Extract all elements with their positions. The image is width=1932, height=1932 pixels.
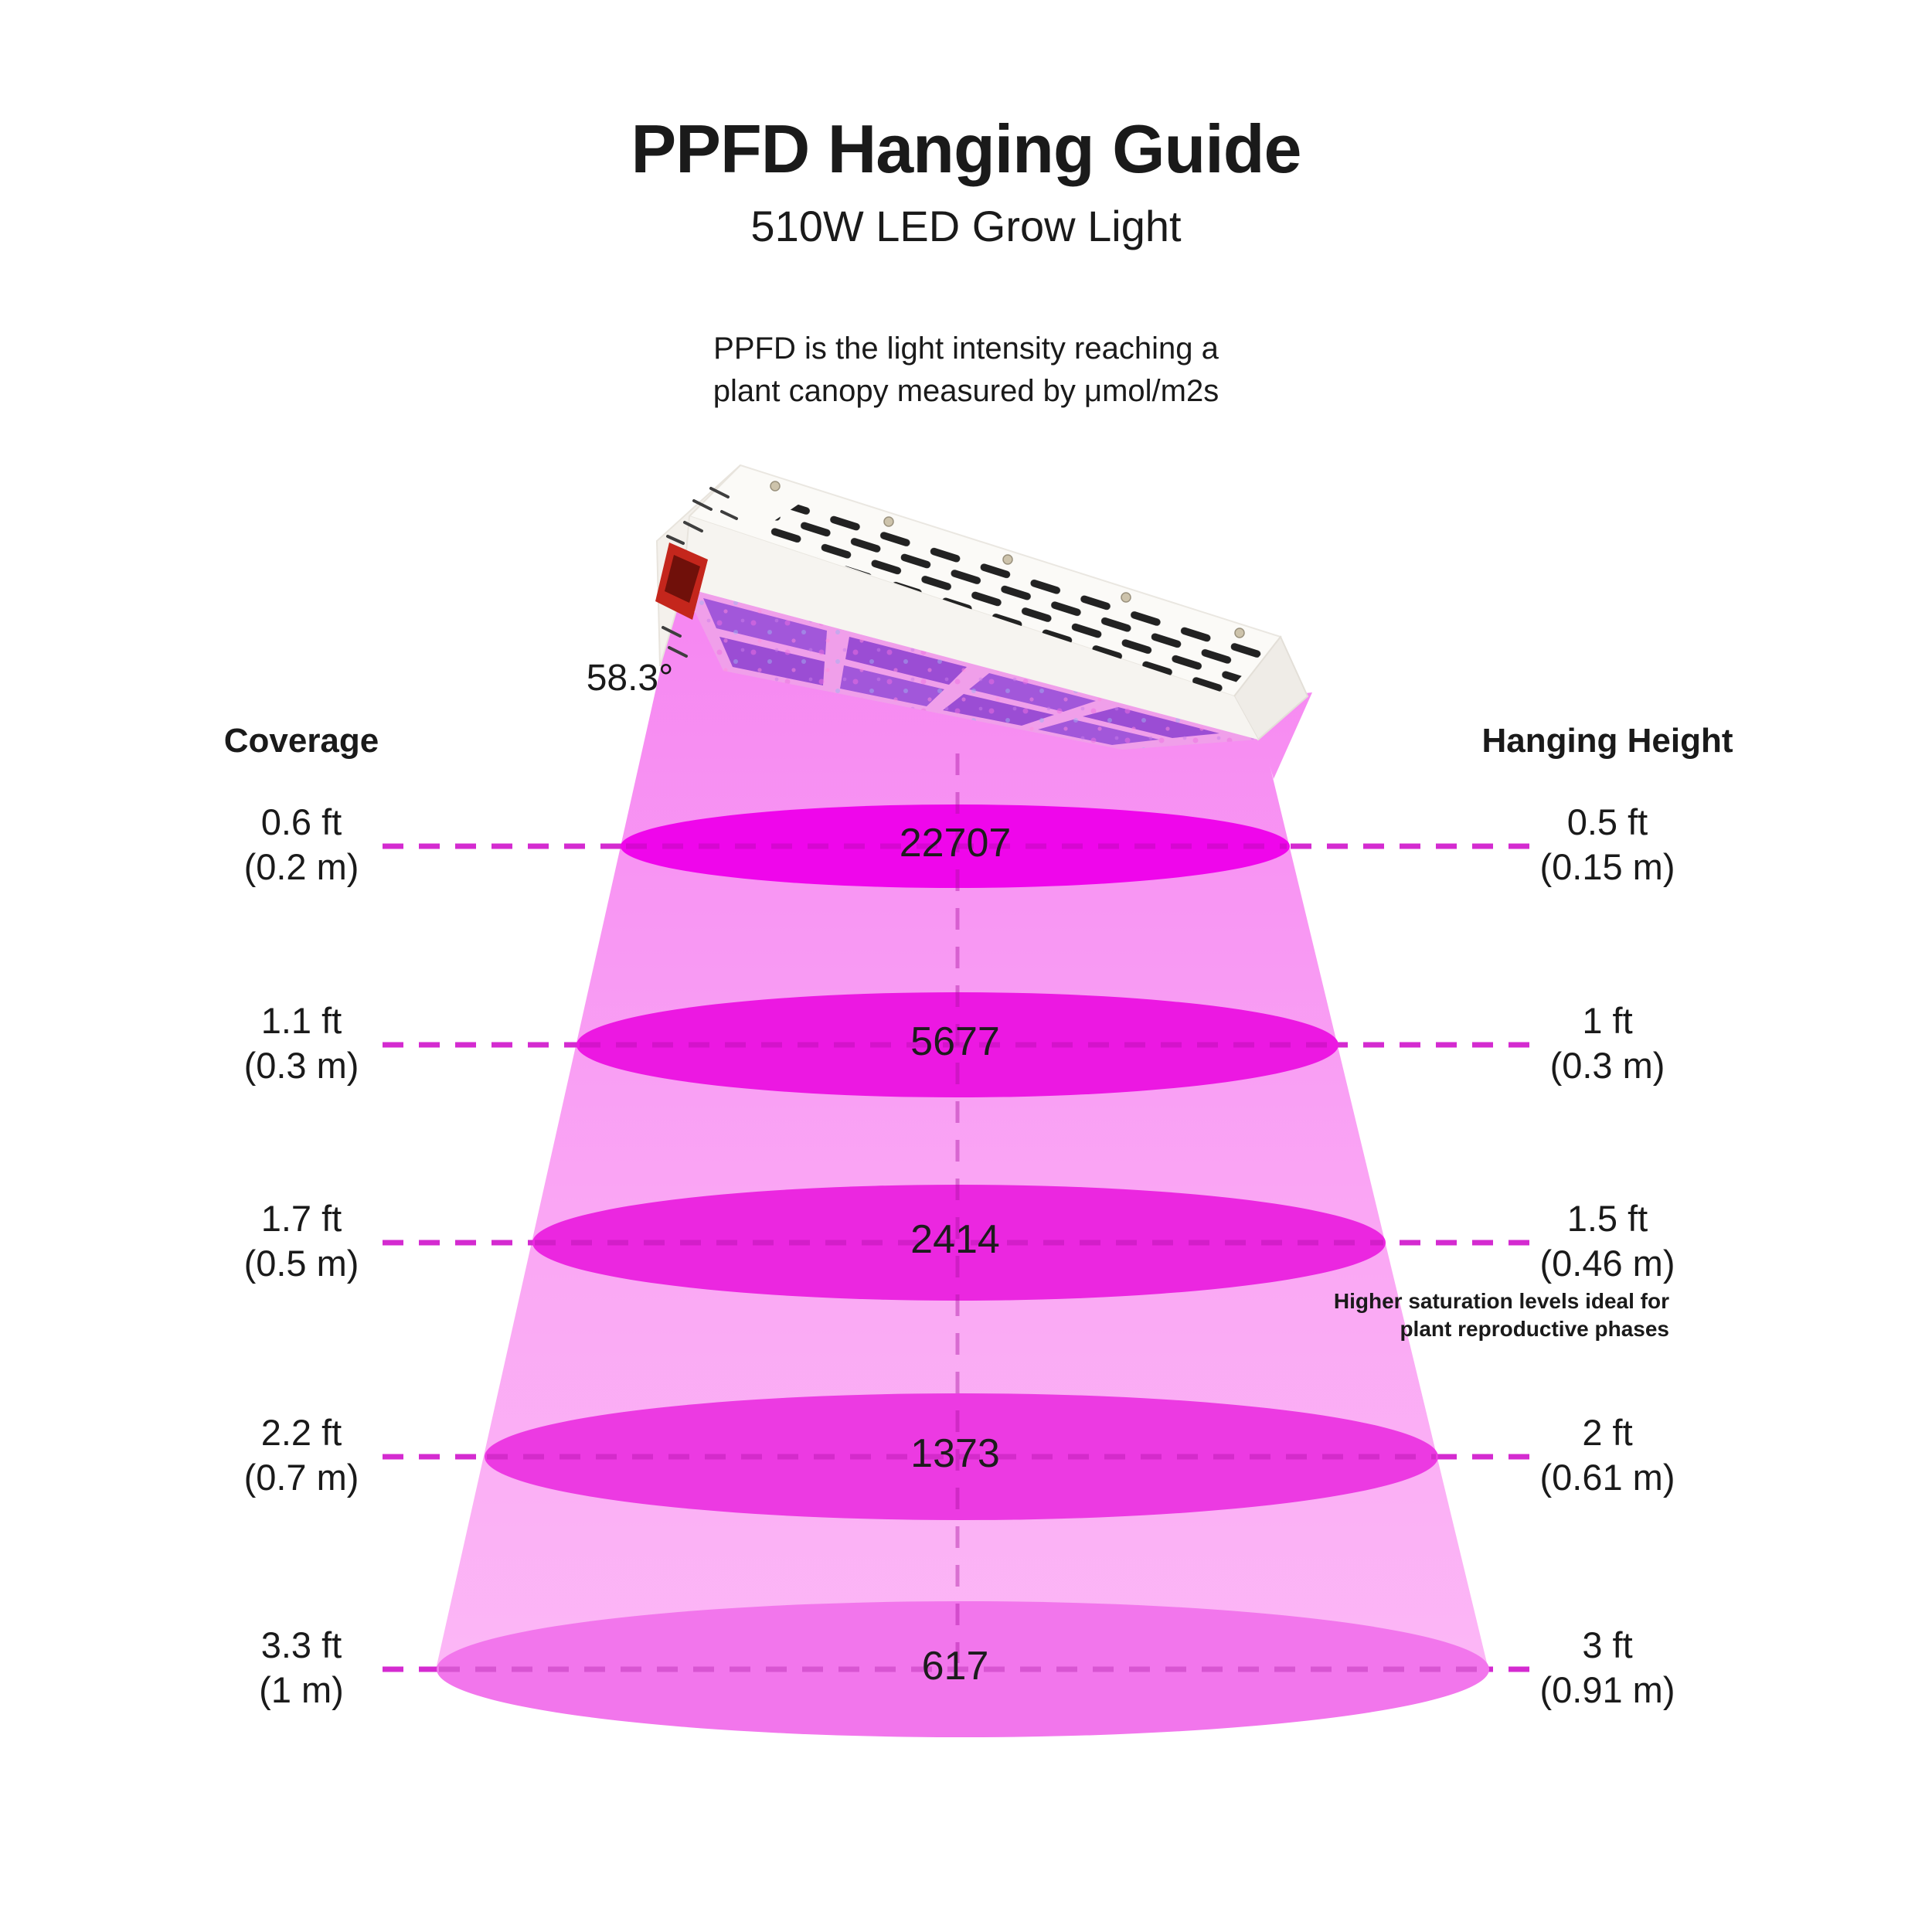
ppfd-ellipse-4 bbox=[485, 1393, 1438, 1520]
height-m: (0.46 m) bbox=[1539, 1243, 1675, 1284]
coverage-ft: 3.3 ft bbox=[260, 1624, 342, 1665]
height-m: (0.91 m) bbox=[1539, 1669, 1675, 1710]
screw-icon bbox=[1002, 554, 1013, 565]
ppfd-description: PPFD is the light intensity reaching a p… bbox=[0, 328, 1932, 413]
hanging-height-header: Hanging Height bbox=[1481, 722, 1733, 760]
screw-icon bbox=[1121, 592, 1131, 603]
saturation-annotation: Higher saturation levels ideal for plant… bbox=[1206, 1287, 1669, 1343]
page-subtitle: 510W LED Grow Light bbox=[750, 202, 1182, 250]
coverage-m: (0.3 m) bbox=[243, 1045, 359, 1086]
screw-icon bbox=[770, 481, 781, 492]
ppfd-value-row-4: 1373 bbox=[910, 1431, 1000, 1476]
screw-icon bbox=[883, 516, 894, 527]
row-dash-lines-overlay bbox=[439, 843, 1487, 1672]
coverage-header: Coverage bbox=[223, 722, 379, 760]
ppfd-ellipse-2 bbox=[577, 992, 1338, 1097]
vent-grid bbox=[753, 501, 1266, 696]
height-label-row-2: 1 ft (0.3 m) bbox=[1453, 998, 1762, 1088]
coverage-label-row-1: 0.6 ft (0.2 m) bbox=[147, 800, 456, 889]
power-switch bbox=[655, 543, 708, 620]
height-ft: 0.5 ft bbox=[1566, 801, 1648, 842]
coverage-m: (0.7 m) bbox=[243, 1457, 359, 1498]
ppfd-description-line-1: PPFD is the light intensity reaching a bbox=[713, 332, 1219, 366]
coverage-m: (0.5 m) bbox=[243, 1243, 359, 1284]
height-m: (0.15 m) bbox=[1539, 846, 1675, 887]
ppfd-ellipse-5 bbox=[437, 1601, 1489, 1737]
coverage-ft: 1.7 ft bbox=[260, 1198, 342, 1239]
height-label-row-4: 2 ft (0.61 m) bbox=[1453, 1410, 1762, 1500]
page-title: PPFD Hanging Guide bbox=[631, 111, 1302, 187]
height-ft: 1 ft bbox=[1582, 1000, 1633, 1041]
housing-front-rim bbox=[683, 516, 1258, 740]
ppfd-ellipse-1 bbox=[621, 804, 1290, 888]
coverage-ft: 2.2 ft bbox=[260, 1412, 342, 1453]
screw-icon bbox=[1234, 628, 1245, 638]
height-ft: 3 ft bbox=[1582, 1624, 1633, 1665]
ppfd-value-row-3: 2414 bbox=[910, 1217, 1000, 1262]
housing-screws bbox=[770, 481, 1245, 638]
height-label-row-5: 3 ft (0.91 m) bbox=[1453, 1623, 1762, 1713]
coverage-m: (1 m) bbox=[259, 1669, 344, 1710]
grow-light-fixture bbox=[655, 464, 1309, 750]
ppfd-value-row-5: 617 bbox=[921, 1644, 989, 1689]
height-ft: 2 ft bbox=[1582, 1412, 1633, 1453]
coverage-label-row-2: 1.1 ft (0.3 m) bbox=[147, 998, 456, 1088]
coverage-label-row-5: 3.3 ft (1 m) bbox=[147, 1623, 456, 1713]
annotation-line-2: plant reproductive phases bbox=[1400, 1317, 1669, 1341]
height-m: (0.3 m) bbox=[1549, 1045, 1665, 1086]
coverage-m: (0.2 m) bbox=[243, 846, 359, 887]
ppfd-value-row-2: 5677 bbox=[910, 1019, 1000, 1064]
ppfd-description-line-2: plant canopy measured by μmol/m2s bbox=[713, 374, 1219, 408]
coverage-ft: 0.6 ft bbox=[260, 801, 342, 842]
coverage-label-row-4: 2.2 ft (0.7 m) bbox=[147, 1410, 456, 1500]
height-m: (0.61 m) bbox=[1539, 1457, 1675, 1498]
coverage-label-row-3: 1.7 ft (0.5 m) bbox=[147, 1196, 456, 1286]
height-ft: 1.5 ft bbox=[1566, 1198, 1648, 1239]
led-speckle-overlay bbox=[683, 587, 1258, 750]
beam-angle-label: 58.3° bbox=[586, 658, 674, 699]
ppfd-value-row-1: 22707 bbox=[899, 821, 1012, 866]
height-label-row-3: 1.5 ft (0.46 m) bbox=[1453, 1196, 1762, 1286]
ppfd-ellipses bbox=[437, 804, 1489, 1737]
left-vent-slots bbox=[662, 487, 738, 658]
coverage-ft: 1.1 ft bbox=[260, 1000, 342, 1041]
height-label-row-1: 0.5 ft (0.15 m) bbox=[1453, 800, 1762, 889]
annotation-line-1: Higher saturation levels ideal for bbox=[1333, 1289, 1669, 1313]
ppfd-ellipse-3 bbox=[532, 1185, 1386, 1301]
